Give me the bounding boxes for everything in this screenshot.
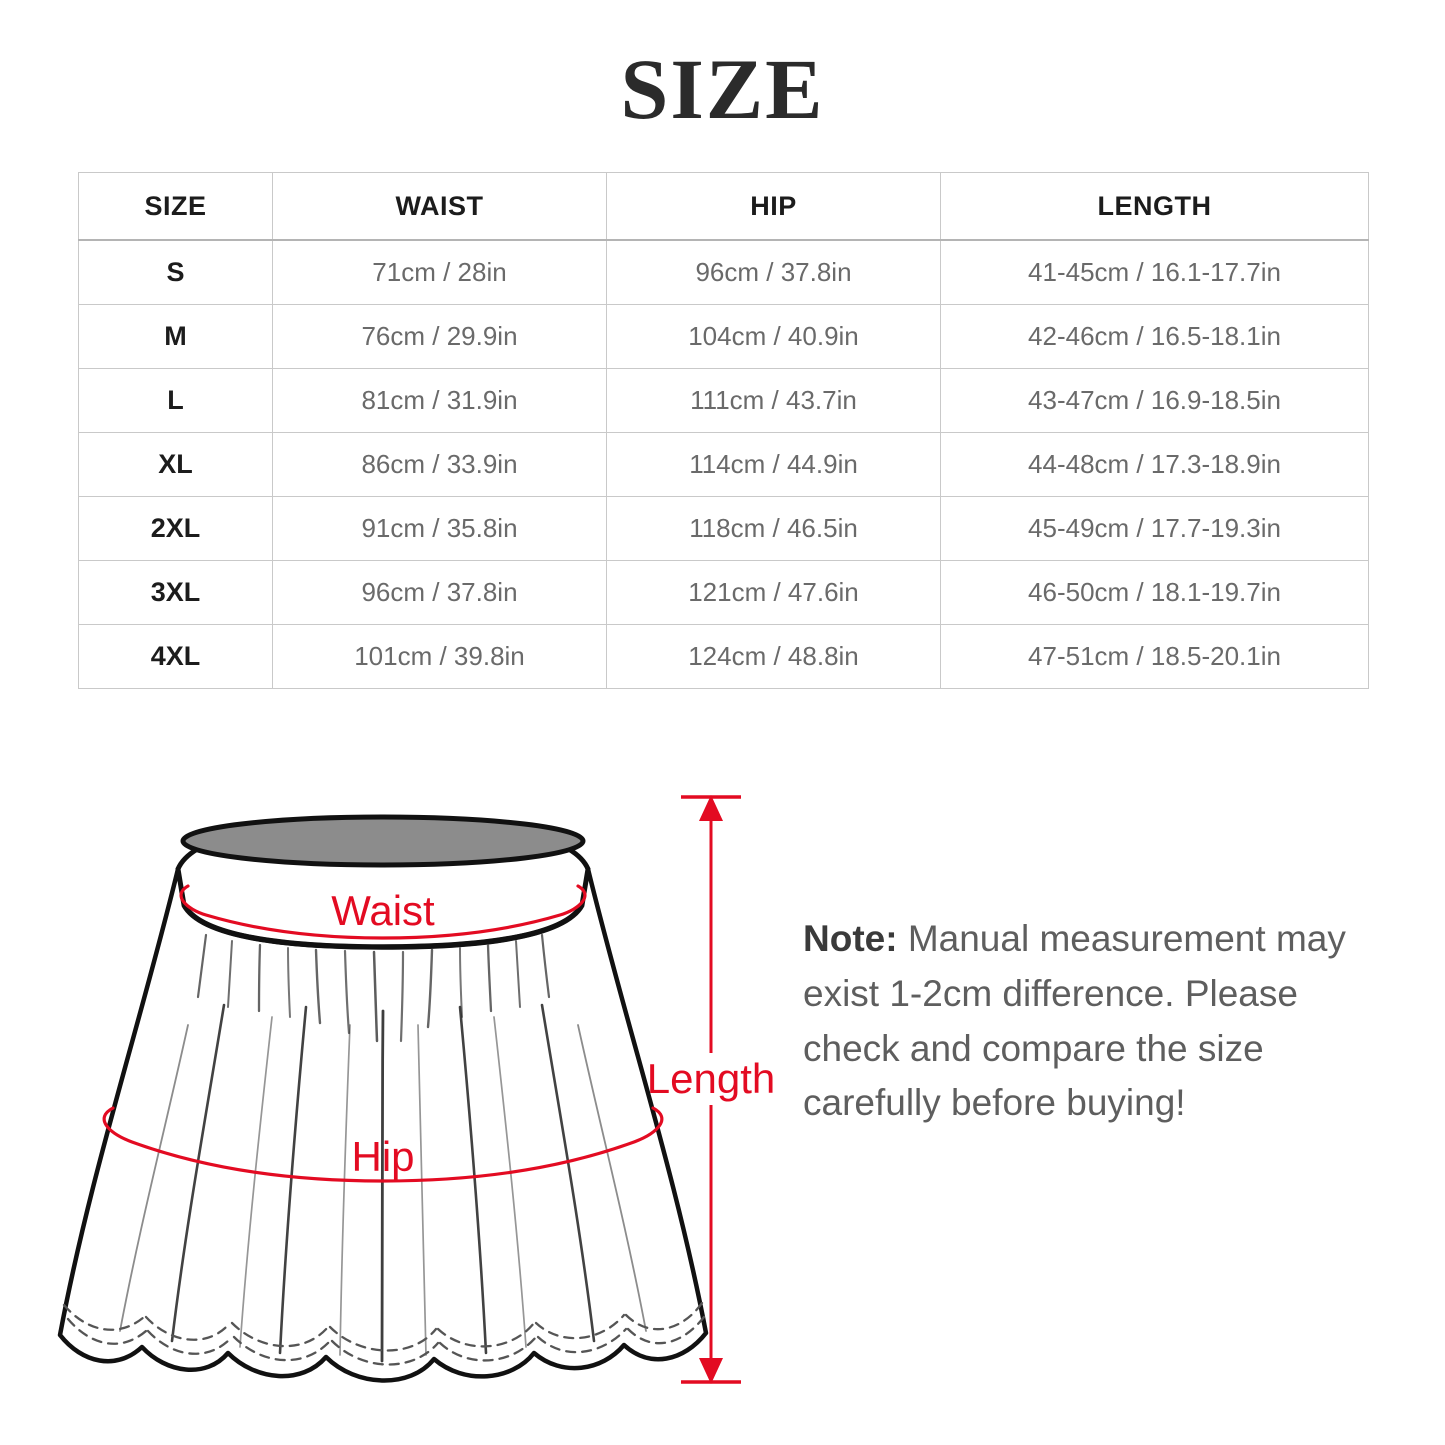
- cell-waist: 96cm / 37.8in: [272, 560, 607, 625]
- waist-measurement-line: [179, 884, 587, 940]
- cell-size: 4XL: [78, 624, 273, 689]
- table-row: 4XL 101cm / 39.8in 124cm / 48.8in 47-51c…: [78, 624, 1369, 689]
- size-table: SIZE WAIST HIP LENGTH S 71cm / 28in 96cm…: [78, 172, 1369, 689]
- table-row: XL 86cm / 33.9in 114cm / 44.9in 44-48cm …: [78, 432, 1369, 497]
- cell-waist: 101cm / 39.8in: [272, 624, 607, 689]
- cell-length: 43-47cm / 16.9-18.5in: [940, 368, 1369, 433]
- column-header-hip: HIP: [606, 172, 941, 241]
- cell-length: 42-46cm / 16.5-18.1in: [940, 304, 1369, 369]
- cell-size: L: [78, 368, 273, 433]
- waistband-seam: [181, 903, 585, 950]
- cell-hip: 121cm / 47.6in: [606, 560, 941, 625]
- skirt-gather-wrinkles: [196, 933, 551, 1043]
- length-measurement-callout: Length: [647, 795, 775, 1384]
- cell-size: 3XL: [78, 560, 273, 625]
- column-header-size: SIZE: [78, 172, 273, 241]
- hip-label: Hip: [351, 1133, 414, 1180]
- table-row: L 81cm / 31.9in 111cm / 43.7in 43-47cm /…: [78, 368, 1369, 433]
- length-arrowhead-up: [699, 795, 723, 821]
- waist-label: Waist: [331, 887, 435, 934]
- waist-opening-ellipse: [180, 814, 586, 868]
- skirt-hem-stitching: [62, 1301, 706, 1366]
- cell-length: 45-49cm / 17.7-19.3in: [940, 496, 1369, 561]
- cell-size: XL: [78, 432, 273, 497]
- table-row: S 71cm / 28in 96cm / 37.8in 41-45cm / 16…: [78, 239, 1369, 305]
- cell-size: M: [78, 304, 273, 369]
- skirt-illustration: [57, 814, 709, 1383]
- table-row: M 76cm / 29.9in 104cm / 40.9in 42-46cm /…: [78, 304, 1369, 369]
- table-row: 3XL 96cm / 37.8in 121cm / 47.6in 46-50cm…: [78, 560, 1369, 625]
- cell-length: 47-51cm / 18.5-20.1in: [940, 624, 1369, 689]
- cell-size: S: [78, 239, 273, 305]
- cell-hip: 124cm / 48.8in: [606, 624, 941, 689]
- cell-waist: 71cm / 28in: [272, 239, 607, 305]
- hip-measurement-callout: Hip: [102, 1106, 664, 1183]
- cell-length: 46-50cm / 18.1-19.7in: [940, 560, 1369, 625]
- length-label: Length: [647, 1055, 775, 1102]
- table-header-row: SIZE WAIST HIP LENGTH: [78, 172, 1369, 241]
- cell-waist: 91cm / 35.8in: [272, 496, 607, 561]
- cell-hip: 111cm / 43.7in: [606, 368, 941, 433]
- cell-hip: 104cm / 40.9in: [606, 304, 941, 369]
- skirt-pleat-lines: [119, 1003, 647, 1363]
- cell-length: 44-48cm / 17.3-18.9in: [940, 432, 1369, 497]
- cell-hip: 114cm / 44.9in: [606, 432, 941, 497]
- hip-measurement-line: [102, 1106, 664, 1183]
- cell-waist: 81cm / 31.9in: [272, 368, 607, 433]
- skirt-measurement-diagram: Waist Hip Length: [20, 775, 800, 1425]
- column-header-waist: WAIST: [272, 172, 607, 241]
- cell-length: 41-45cm / 16.1-17.7in: [940, 239, 1369, 305]
- measurement-note: Note: Manual measurement may exist 1-2cm…: [803, 912, 1363, 1131]
- cell-waist: 76cm / 29.9in: [272, 304, 607, 369]
- waist-measurement-callout: Waist: [179, 884, 587, 940]
- cell-hip: 118cm / 46.5in: [606, 496, 941, 561]
- table-row: 2XL 91cm / 35.8in 118cm / 46.5in 45-49cm…: [78, 496, 1369, 561]
- note-label: Note:: [803, 918, 898, 959]
- page-title: SIZE: [620, 41, 825, 137]
- length-arrowhead-down: [699, 1358, 723, 1384]
- cell-hip: 96cm / 37.8in: [606, 239, 941, 305]
- column-header-length: LENGTH: [940, 172, 1369, 241]
- cell-waist: 86cm / 33.9in: [272, 432, 607, 497]
- cell-size: 2XL: [78, 496, 273, 561]
- note-text: Manual measurement may exist 1-2cm diffe…: [803, 918, 1346, 1124]
